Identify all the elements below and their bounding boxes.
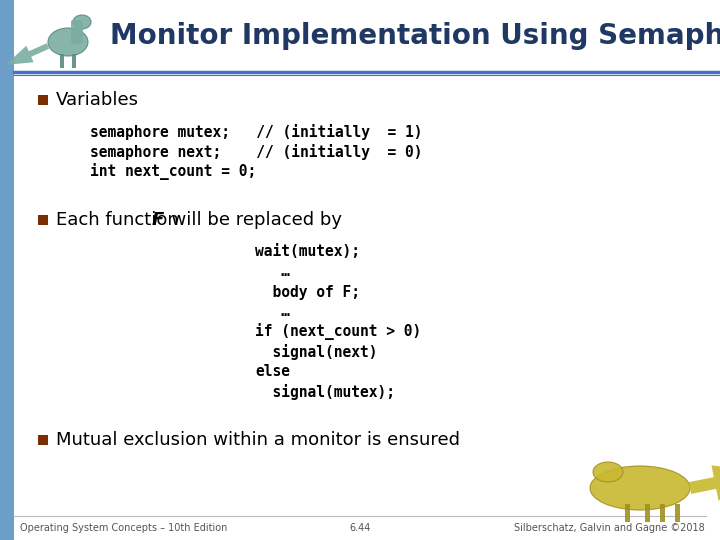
Bar: [38, 215, 48, 225]
Text: semaphore next;    // (initially  = 0): semaphore next; // (initially = 0): [90, 144, 423, 160]
Text: if (next_count > 0): if (next_count > 0): [255, 323, 421, 341]
Text: …: …: [255, 305, 290, 320]
Ellipse shape: [590, 466, 690, 510]
Text: Monitor Implementation Using Semaphores: Monitor Implementation Using Semaphores: [110, 22, 720, 50]
Bar: [38, 95, 48, 105]
Text: …: …: [255, 265, 290, 280]
FancyBboxPatch shape: [625, 504, 630, 522]
Bar: [14, 0, 720, 72]
Text: Silberschatz, Galvin and Gagne ©2018: Silberschatz, Galvin and Gagne ©2018: [514, 523, 705, 533]
Text: Each function: Each function: [56, 211, 184, 229]
Bar: [0, 0, 14, 540]
FancyBboxPatch shape: [72, 54, 76, 68]
Ellipse shape: [48, 28, 88, 56]
FancyBboxPatch shape: [675, 504, 680, 522]
Text: Variables: Variables: [56, 91, 139, 109]
FancyArrow shape: [5, 43, 49, 65]
FancyBboxPatch shape: [660, 504, 665, 522]
FancyBboxPatch shape: [71, 20, 83, 44]
Text: semaphore mutex;   // (initially  = 1): semaphore mutex; // (initially = 1): [90, 124, 423, 140]
Text: signal(mutex);: signal(mutex);: [255, 384, 395, 400]
Text: else: else: [255, 364, 290, 380]
Text: Mutual exclusion within a monitor is ensured: Mutual exclusion within a monitor is ens…: [56, 431, 460, 449]
Text: will be replaced by: will be replaced by: [160, 211, 342, 229]
Text: 6.44: 6.44: [349, 523, 371, 533]
Text: int next_count = 0;: int next_count = 0;: [90, 164, 256, 180]
Text: signal(next): signal(next): [255, 344, 377, 360]
Text: F: F: [152, 211, 164, 229]
Text: Operating System Concepts – 10th Edition: Operating System Concepts – 10th Edition: [20, 523, 228, 533]
Ellipse shape: [593, 462, 623, 482]
FancyBboxPatch shape: [645, 504, 650, 522]
FancyBboxPatch shape: [60, 54, 64, 68]
FancyArrow shape: [689, 465, 720, 501]
Bar: [38, 435, 48, 445]
Ellipse shape: [73, 15, 91, 29]
Text: wait(mutex);: wait(mutex);: [255, 245, 360, 260]
Text: body of F;: body of F;: [255, 285, 360, 300]
